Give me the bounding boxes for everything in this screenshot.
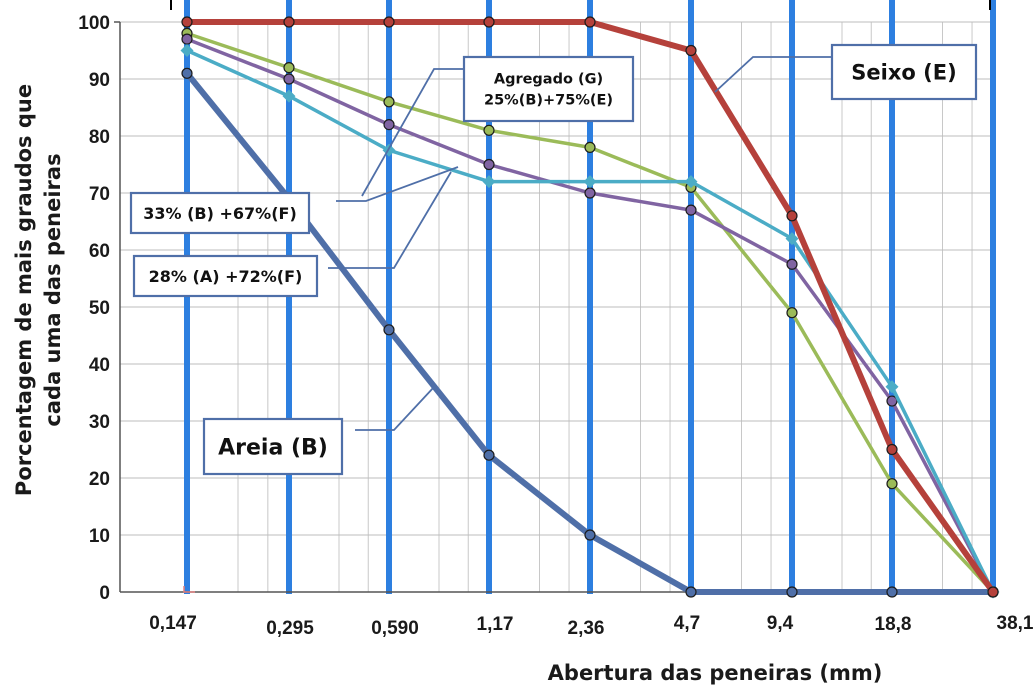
- data-point: [181, 67, 193, 79]
- data-point: [283, 73, 295, 85]
- y-tick-label: 0: [99, 583, 110, 604]
- data-point: [786, 307, 798, 319]
- callout-label: 28% (A) +72%(F): [149, 267, 303, 286]
- data-point: [181, 16, 193, 28]
- x-tick-label: 0,295: [266, 618, 314, 639]
- callout-a28: 28% (A) +72%(F): [132, 254, 319, 298]
- callout-label: Seixo (E): [851, 61, 956, 85]
- x-tick-label: 1,17: [477, 614, 514, 635]
- x-tick-label: 18,8: [875, 614, 912, 635]
- y-tick-label: 30: [89, 412, 110, 433]
- callout-agregado: Agregado (G) 25%(B)+75%(E): [462, 55, 635, 123]
- y-tick-label: 80: [89, 127, 110, 148]
- y-tick-label: 50: [89, 298, 110, 319]
- x-tick-label: 9,4: [767, 613, 794, 634]
- data-point: [684, 175, 698, 189]
- data-point: [383, 96, 395, 108]
- data-point: [483, 158, 495, 171]
- callout-label: Agregado (G): [494, 72, 603, 88]
- data-point: [685, 586, 697, 598]
- callout-box: [462, 55, 635, 123]
- data-point: [483, 16, 495, 28]
- series-lines: [180, 16, 1000, 599]
- data-point: [483, 124, 495, 136]
- y-tick-label: 70: [89, 184, 110, 205]
- y-tick-label: 40: [89, 355, 110, 376]
- data-point: [685, 204, 697, 216]
- data-point: [483, 449, 495, 461]
- y-axis-title-line: Porcentagem de mais graudos que: [12, 84, 36, 496]
- callout-box: [129, 191, 311, 235]
- y-tick-label: 10: [89, 526, 110, 547]
- y-axis-title: Porcentagem de mais graudos que cada uma …: [12, 84, 65, 496]
- data-point: [584, 141, 596, 153]
- x-tick-label: 38,1: [997, 613, 1034, 634]
- data-point: [181, 33, 193, 45]
- data-point: [886, 395, 898, 407]
- callout-connector: [328, 171, 452, 269]
- data-point: [584, 16, 596, 28]
- y-tick-label: 60: [89, 241, 110, 262]
- data-point: [584, 187, 596, 199]
- callout-box: [132, 254, 319, 298]
- x-axis-title: Abertura das peneiras (mm): [548, 661, 883, 685]
- callout-label: 33% (B) +67%(F): [143, 204, 297, 223]
- data-point: [685, 44, 697, 57]
- data-point: [885, 380, 899, 394]
- data-point: [283, 16, 295, 28]
- data-point: [886, 586, 898, 598]
- callout-connector: [336, 166, 459, 202]
- x-tick-label: 2,36: [568, 618, 605, 639]
- callout-connector: [361, 68, 464, 197]
- callout-seixo: Seixo (E): [830, 43, 978, 101]
- x-tick-label: 4,7: [674, 613, 700, 634]
- data-point: [584, 529, 596, 541]
- data-point: [886, 478, 898, 490]
- y-tick-label: 100: [78, 13, 110, 34]
- data-point: [180, 44, 194, 57]
- callout-connector: [714, 56, 832, 93]
- data-point: [482, 175, 496, 189]
- data-point: [987, 586, 999, 598]
- data-point: [383, 118, 395, 131]
- callout-areia: Areia (B): [202, 417, 344, 476]
- data-point: [383, 16, 395, 28]
- callout-box: [202, 417, 344, 476]
- callouts: Seixo (E) Agregado (G) 25%(B)+75%(E) 33% (B…: [129, 43, 978, 476]
- callout-connector: [355, 386, 435, 431]
- data-point: [383, 324, 395, 336]
- callout-b33: 33% (B) +67%(F): [129, 191, 311, 235]
- y-tick-label: 90: [89, 70, 110, 91]
- tick-labels: 0 10 20 30 40 50 60 70 80 90 100 0,147 0,295 0,590 1,1…: [12, 13, 1034, 685]
- data-point: [282, 89, 296, 103]
- data-point: [785, 232, 799, 246]
- callout-label: Areia (B): [218, 435, 328, 460]
- y-axis-title-line: cada uma das peneiras: [41, 153, 65, 426]
- callout-label: 25%(B)+75%(E): [484, 93, 613, 109]
- data-point: [786, 258, 798, 270]
- callout-box: [830, 43, 978, 101]
- x-tick-label: 0,147: [149, 613, 197, 634]
- data-point: [583, 175, 597, 189]
- data-point: [786, 586, 798, 598]
- data-point: [786, 210, 798, 222]
- origin-marker: [183, 586, 195, 593]
- y-tick-label: 20: [89, 469, 110, 490]
- data-point: [886, 443, 898, 456]
- x-tick-label: 0,590: [371, 618, 419, 639]
- data-point: [283, 61, 295, 74]
